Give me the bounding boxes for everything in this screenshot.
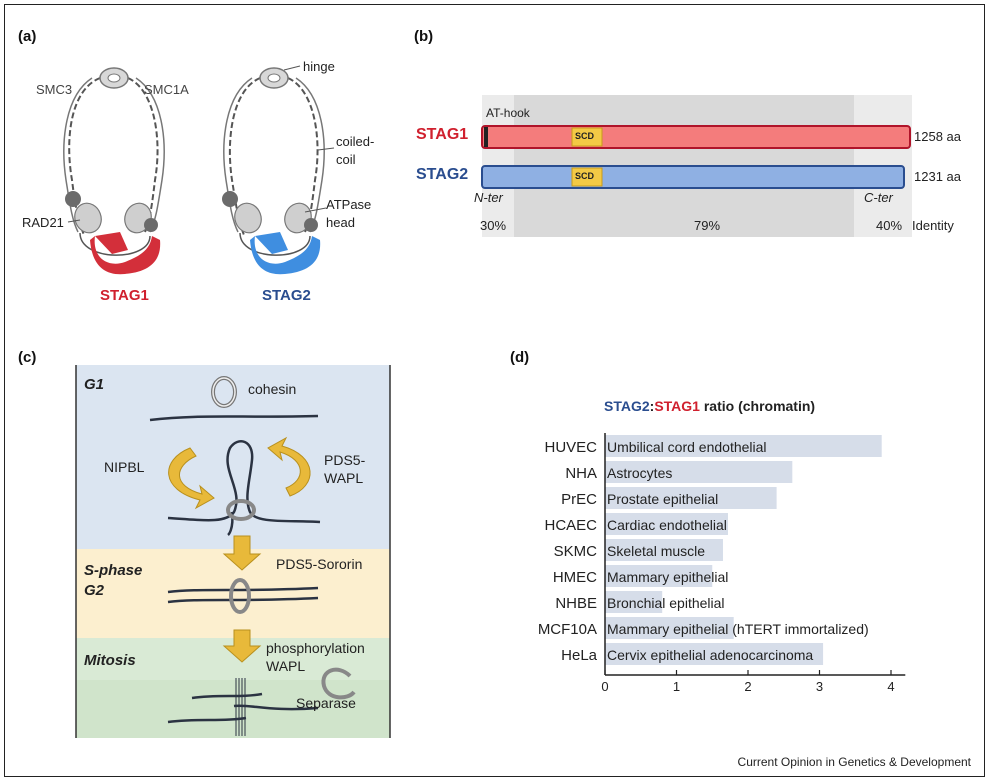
wapl-label: WAPL bbox=[266, 658, 306, 674]
bar-annotation-prec: Prostate epithelial bbox=[607, 491, 718, 507]
bar-annotation-hmec: Mammary epithelial bbox=[607, 569, 728, 585]
category-label-huvec: HUVEC bbox=[544, 439, 597, 456]
g2-label: G2 bbox=[84, 582, 105, 599]
category-label-prec: PrEC bbox=[561, 491, 597, 508]
category-label-hela: HeLa bbox=[561, 647, 598, 664]
nipbl-arrow bbox=[168, 447, 215, 510]
coiled-coil-label-1: coiled- bbox=[336, 134, 375, 149]
bar-mcf10a bbox=[605, 617, 734, 639]
phosphorylation-label: phosphorylation bbox=[266, 640, 365, 656]
opened-cohesin-icon bbox=[321, 667, 356, 700]
stag2-bar-label: STAG2 bbox=[416, 166, 469, 183]
stag1-diagram-label: STAG1 bbox=[100, 287, 149, 304]
category-label-nha: NHA bbox=[565, 465, 597, 482]
separase-label: Separase bbox=[296, 695, 356, 711]
category-label-hcaec: HCAEC bbox=[544, 517, 597, 534]
chart-title: STAG2:STAG1 ratio (chromatin) bbox=[604, 398, 815, 414]
rad21-label: RAD21 bbox=[22, 215, 64, 230]
bar-annotation-skmc: Skeletal muscle bbox=[607, 543, 705, 559]
pds5-wapl-arrow bbox=[267, 436, 311, 497]
stag1-scd-box bbox=[571, 127, 603, 147]
coiled-coil-label-2: coil bbox=[336, 152, 356, 167]
bar-huvec bbox=[605, 435, 882, 457]
bar-annotation-hela: Cervix epithelial adenocarcinoma bbox=[607, 647, 813, 663]
stag1-cohesin-ring bbox=[63, 67, 165, 275]
stag2-scd-label: SCD bbox=[575, 171, 595, 181]
bar-annotation-nhbe: Bronchial epithelial bbox=[607, 595, 725, 611]
chart-title-rest: ratio (chromatin) bbox=[699, 398, 816, 414]
chart-title-colon: : bbox=[649, 398, 655, 414]
x-tick-label-1: 1 bbox=[673, 679, 680, 694]
figure-frame bbox=[4, 4, 985, 777]
smc3-label: SMC3 bbox=[36, 82, 73, 97]
sphase-label: S-phase bbox=[84, 562, 143, 579]
bar-annotation-nha: Astrocytes bbox=[607, 465, 672, 481]
panel-b-label: (b) bbox=[414, 28, 434, 45]
bar-nhbe bbox=[605, 591, 663, 613]
panel-a-cohesin-diagrams bbox=[63, 65, 335, 275]
identity-n-value: 30% bbox=[480, 218, 507, 233]
pds5-wapl-label-2: WAPL bbox=[324, 470, 364, 486]
panel-a-label: (a) bbox=[18, 28, 37, 45]
cohesin-ring-icon bbox=[211, 376, 237, 408]
g1-label: G1 bbox=[84, 376, 105, 393]
bar-hcaec bbox=[605, 513, 728, 535]
down-arrow-2 bbox=[222, 629, 262, 663]
journal-footer: Current Opinion in Genetics & Developmen… bbox=[737, 755, 971, 769]
stag2-cohesin-ring bbox=[222, 67, 325, 275]
pds5-wapl-label-1: PDS5- bbox=[324, 452, 366, 468]
x-tick-label-2: 2 bbox=[744, 679, 751, 694]
bar-prec bbox=[605, 487, 777, 509]
x-tick-label-0: 0 bbox=[601, 679, 608, 694]
panel-d-label: (d) bbox=[510, 349, 530, 366]
panel-b-domain-diagram bbox=[481, 95, 912, 237]
stag2-scd-box bbox=[571, 167, 603, 187]
atpase-label-1: ATPase bbox=[326, 197, 372, 212]
identity-word: Identity bbox=[912, 218, 954, 233]
x-tick-label-3: 3 bbox=[816, 679, 823, 694]
cter-label: C-ter bbox=[864, 190, 893, 205]
hinge-label: hinge bbox=[303, 59, 335, 74]
chart-title-stag1: STAG1 bbox=[654, 398, 700, 414]
nter-label: N-ter bbox=[474, 190, 503, 205]
nipbl-label: NIPBL bbox=[104, 459, 145, 475]
bar-skmc bbox=[605, 539, 723, 561]
category-label-mcf10a: MCF10A bbox=[538, 621, 597, 638]
category-label-skmc: SKMC bbox=[554, 543, 598, 560]
down-arrow-1 bbox=[222, 535, 262, 571]
bar-hmec bbox=[605, 565, 713, 587]
bar-annotation-mcf10a: Mammary epithelial (hTERT immortalized) bbox=[607, 621, 869, 637]
stag2-diagram-label: STAG2 bbox=[262, 287, 311, 304]
stag2-length: 1231 aa bbox=[914, 169, 961, 184]
x-tick-label-4: 4 bbox=[887, 679, 894, 694]
panel-c-cell-cycle bbox=[75, 365, 391, 738]
category-label-hmec: HMEC bbox=[553, 569, 597, 586]
at-hook-label: AT-hook bbox=[486, 106, 530, 120]
bar-hela bbox=[605, 643, 824, 665]
smc1a-label: SMC1A bbox=[144, 82, 189, 97]
stag1-bar-label: STAG1 bbox=[416, 126, 469, 143]
stag1-scd-label: SCD bbox=[575, 131, 595, 141]
stag1-length: 1258 aa bbox=[914, 129, 961, 144]
bar-annotation-hcaec: Cardiac endothelial bbox=[607, 517, 727, 533]
panel-c-label: (c) bbox=[18, 349, 37, 366]
atpase-label-2: head bbox=[326, 215, 355, 230]
identity-mid-value: 79% bbox=[694, 218, 721, 233]
mitosis-label: Mitosis bbox=[84, 652, 136, 669]
bar-nha bbox=[605, 461, 793, 483]
at-hook-mark bbox=[484, 127, 488, 147]
cohesin-label: cohesin bbox=[248, 381, 297, 397]
identity-c-value: 40% bbox=[876, 218, 903, 233]
pds5-sororin-label: PDS5-Sororin bbox=[276, 556, 363, 572]
chart-title-stag2: STAG2 bbox=[604, 398, 650, 414]
category-label-nhbe: NHBE bbox=[555, 595, 597, 612]
bar-annotation-huvec: Umbilical cord endothelial bbox=[607, 439, 767, 455]
